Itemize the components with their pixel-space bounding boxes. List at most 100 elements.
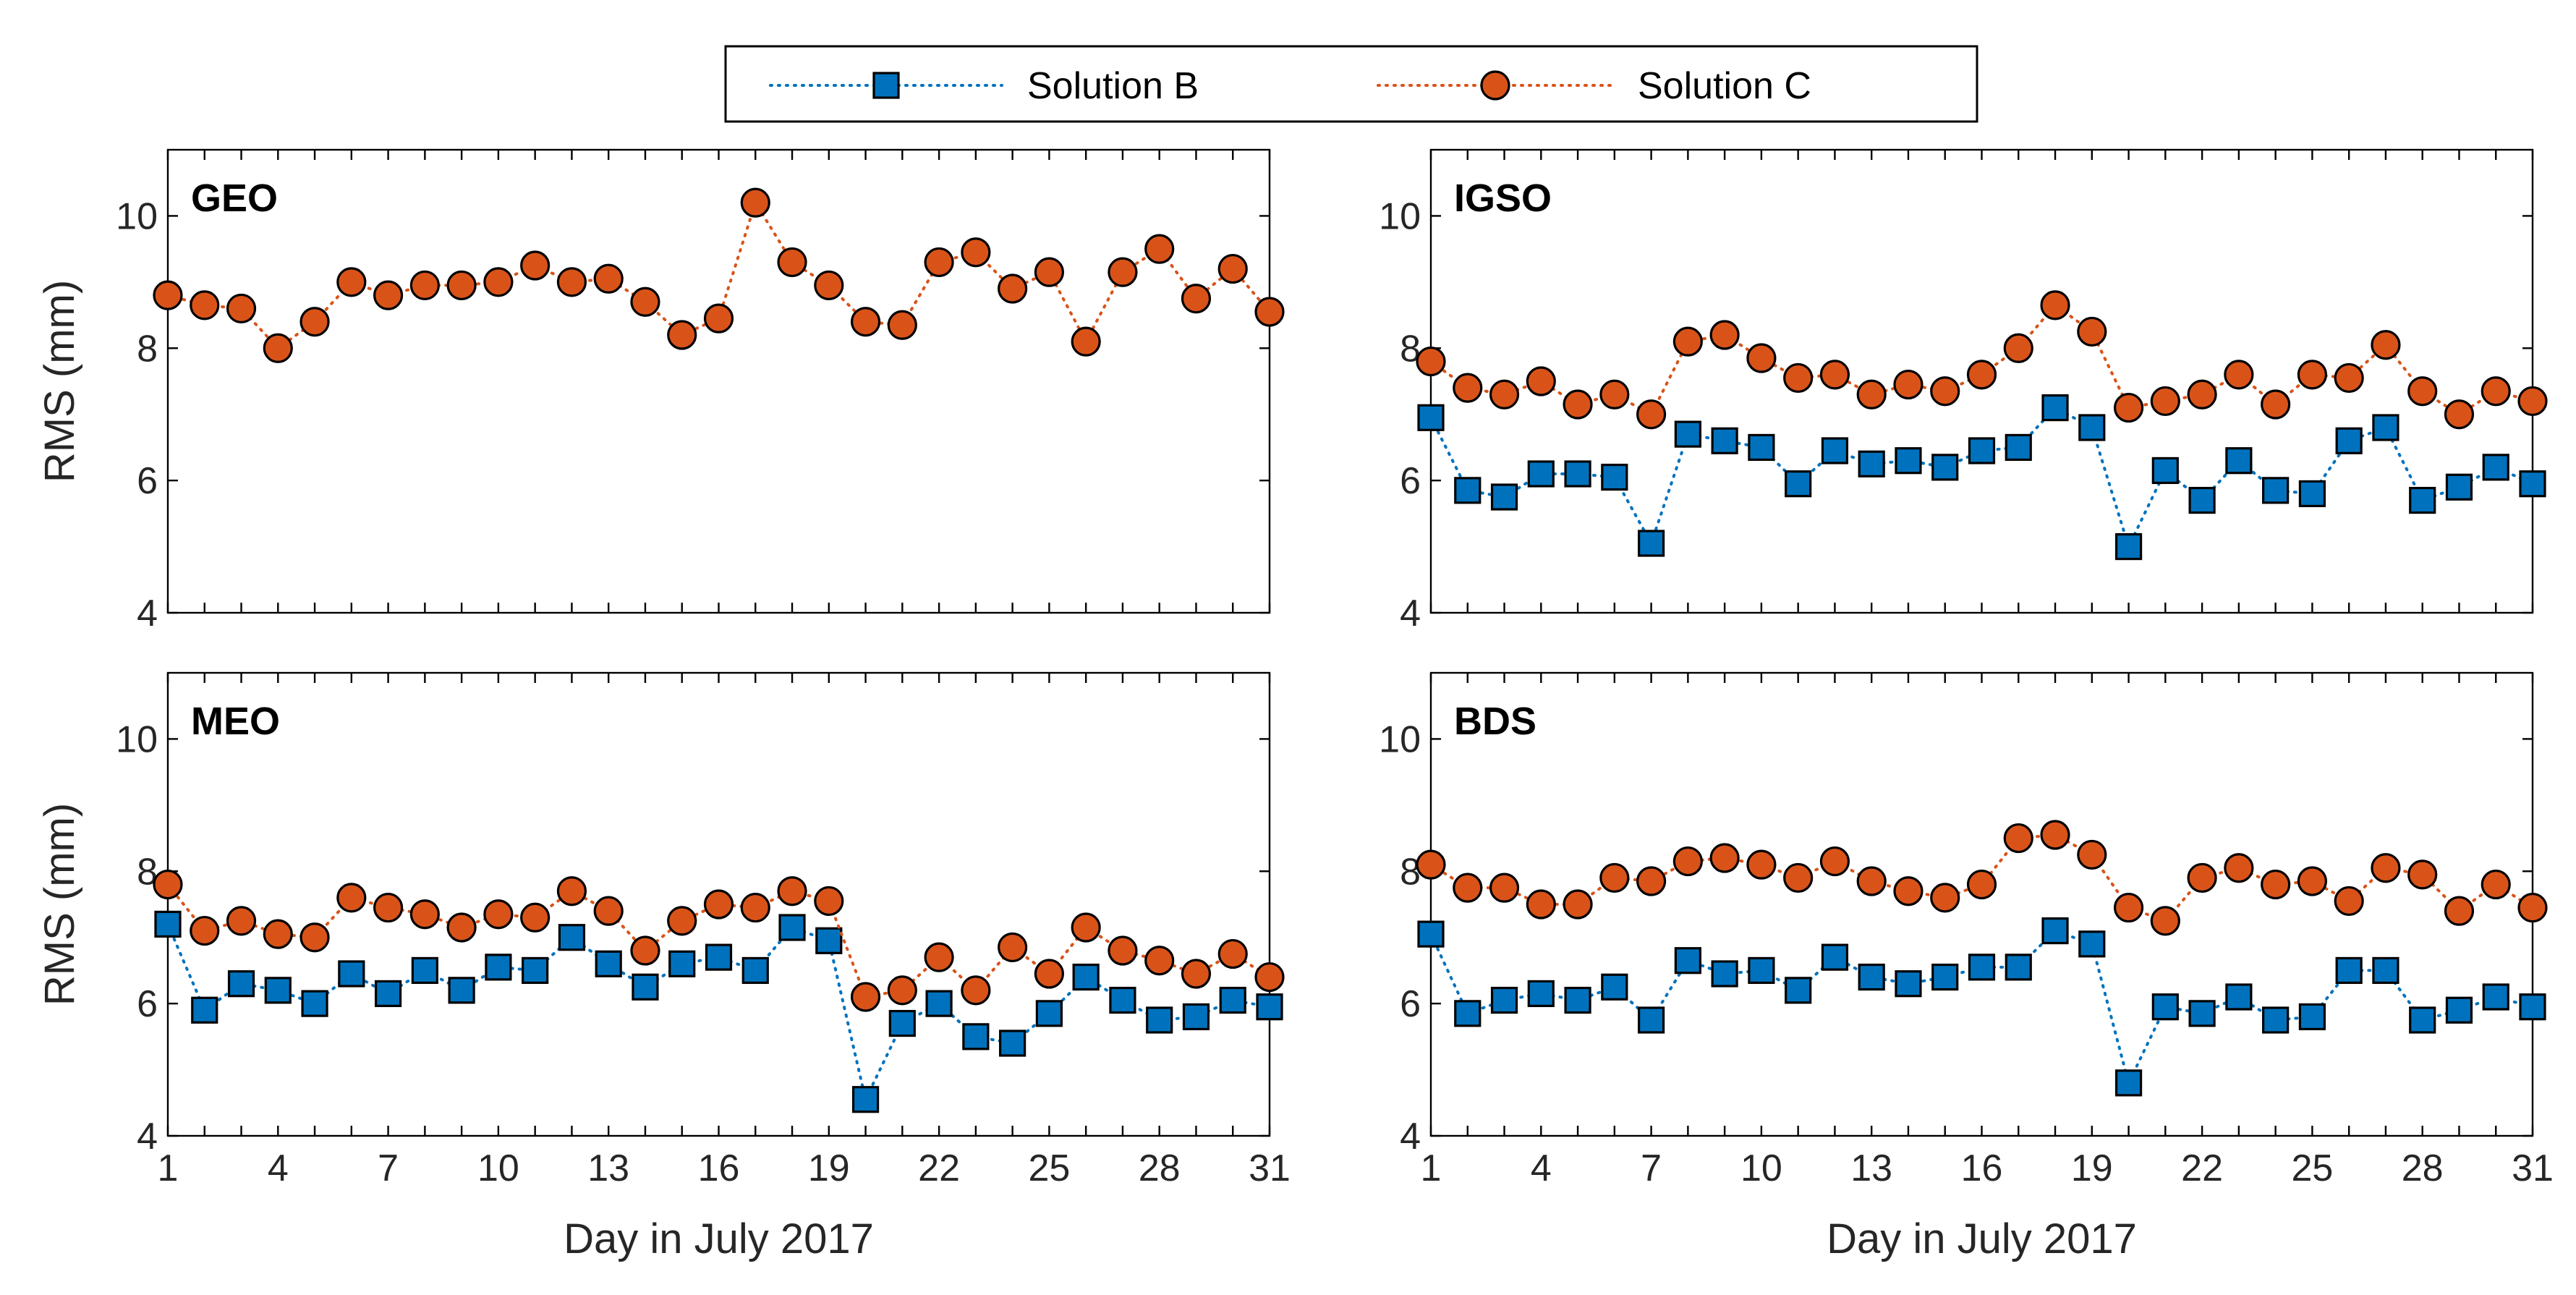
data-point bbox=[2225, 447, 2253, 475]
data-point bbox=[2151, 457, 2179, 485]
data-point bbox=[887, 975, 917, 1006]
data-point bbox=[336, 883, 367, 913]
data-point bbox=[2005, 433, 2032, 462]
data-point bbox=[2077, 839, 2107, 870]
data-point bbox=[2481, 869, 2511, 900]
data-point bbox=[190, 290, 220, 320]
x-tick-label: 1 bbox=[1421, 1147, 1442, 1189]
data-point bbox=[2334, 362, 2364, 394]
data-point bbox=[1785, 470, 1812, 498]
data-point bbox=[1527, 980, 1555, 1008]
data-point bbox=[1893, 876, 1924, 906]
data-point bbox=[1856, 866, 1887, 896]
panel-geo: 4 6 8 10 GEO RMS (mm) bbox=[36, 148, 1285, 634]
data-point bbox=[190, 915, 220, 946]
data-point bbox=[593, 896, 624, 926]
data-point bbox=[2150, 386, 2180, 417]
data-point bbox=[630, 286, 660, 317]
data-point bbox=[1035, 1000, 1063, 1027]
data-point bbox=[2261, 869, 2291, 900]
data-point bbox=[2335, 956, 2363, 985]
data-point bbox=[1674, 420, 1701, 448]
legend-marker-solution-c bbox=[1480, 70, 1510, 101]
x-tick-label: 4 bbox=[268, 1147, 289, 1189]
data-point bbox=[2519, 993, 2546, 1021]
panel-title: BDS bbox=[1454, 700, 1536, 743]
data-point bbox=[1785, 977, 1812, 1004]
data-point bbox=[2188, 486, 2216, 514]
y-tick-label: 10 bbox=[1379, 195, 1421, 237]
data-point bbox=[226, 293, 257, 324]
data-point bbox=[1819, 846, 1850, 877]
x-tick-label: 28 bbox=[2402, 1147, 2444, 1189]
data-point bbox=[1417, 404, 1445, 431]
data-point bbox=[667, 320, 697, 350]
x-tick-label: 16 bbox=[1961, 1147, 2003, 1189]
data-point bbox=[961, 237, 991, 268]
data-point bbox=[1601, 463, 1628, 491]
data-point bbox=[1966, 869, 1997, 900]
data-point bbox=[1674, 947, 1701, 975]
data-point bbox=[1453, 373, 1483, 403]
legend-label-solution-c: Solution C bbox=[1638, 65, 1811, 107]
legend-box bbox=[724, 45, 1978, 123]
data-point bbox=[1931, 963, 1959, 991]
x-tick-label: 25 bbox=[1028, 1147, 1070, 1189]
y-tick-label: 8 bbox=[1400, 851, 1421, 893]
data-point bbox=[2445, 996, 2473, 1024]
data-point bbox=[1454, 477, 1482, 504]
x-tick-label: 16 bbox=[698, 1147, 740, 1189]
y-tick-label: 6 bbox=[137, 983, 158, 1025]
data-point bbox=[999, 1029, 1026, 1057]
data-point bbox=[814, 270, 844, 301]
data-point bbox=[1526, 366, 1556, 396]
y-axis-title: RMS (mm) bbox=[36, 280, 83, 483]
data-point bbox=[1108, 935, 1138, 966]
x-tick-label: 25 bbox=[2291, 1147, 2333, 1189]
data-point bbox=[1217, 253, 1248, 284]
data-point bbox=[483, 899, 514, 930]
panel-title: IGSO bbox=[1454, 177, 1552, 220]
data-point bbox=[2444, 896, 2475, 926]
data-point bbox=[1526, 889, 1556, 920]
x-tick-label: 19 bbox=[808, 1147, 850, 1189]
data-point bbox=[1034, 959, 1065, 989]
data-point bbox=[1931, 454, 1959, 481]
data-point bbox=[962, 1023, 990, 1050]
data-point bbox=[1144, 234, 1175, 264]
data-point bbox=[1144, 946, 1175, 976]
y-tick-label: 4 bbox=[137, 1116, 158, 1158]
x-tick-label: 13 bbox=[1850, 1147, 1892, 1189]
data-point bbox=[1783, 362, 1814, 394]
data-point bbox=[263, 333, 293, 363]
data-point bbox=[2517, 386, 2548, 417]
data-point bbox=[777, 247, 807, 278]
data-point bbox=[2297, 360, 2327, 390]
data-point bbox=[2334, 886, 2364, 917]
data-point bbox=[1709, 843, 1740, 873]
series-solution-b bbox=[1417, 917, 2546, 1097]
data-point bbox=[2372, 414, 2399, 441]
data-point bbox=[924, 942, 954, 972]
data-point bbox=[667, 906, 697, 936]
data-point bbox=[2445, 473, 2473, 501]
data-point bbox=[2113, 892, 2144, 923]
data-point bbox=[2114, 532, 2143, 561]
data-point bbox=[888, 1009, 916, 1037]
data-point bbox=[336, 267, 367, 297]
data-point bbox=[2151, 993, 2179, 1021]
data-point bbox=[556, 876, 587, 906]
y-tick-label: 4 bbox=[137, 593, 158, 634]
plot-area bbox=[166, 148, 1271, 614]
panel-title: MEO bbox=[191, 700, 280, 743]
data-point bbox=[815, 927, 843, 954]
x-tick-label: 7 bbox=[378, 1147, 399, 1189]
data-point bbox=[2519, 470, 2546, 498]
data-point bbox=[2040, 820, 2070, 850]
data-point bbox=[1858, 963, 1885, 991]
data-point bbox=[1417, 920, 1445, 948]
y-tick-label: 4 bbox=[1400, 593, 1421, 634]
data-point bbox=[373, 280, 404, 310]
data-point bbox=[1217, 938, 1248, 969]
data-point bbox=[1416, 849, 1446, 880]
